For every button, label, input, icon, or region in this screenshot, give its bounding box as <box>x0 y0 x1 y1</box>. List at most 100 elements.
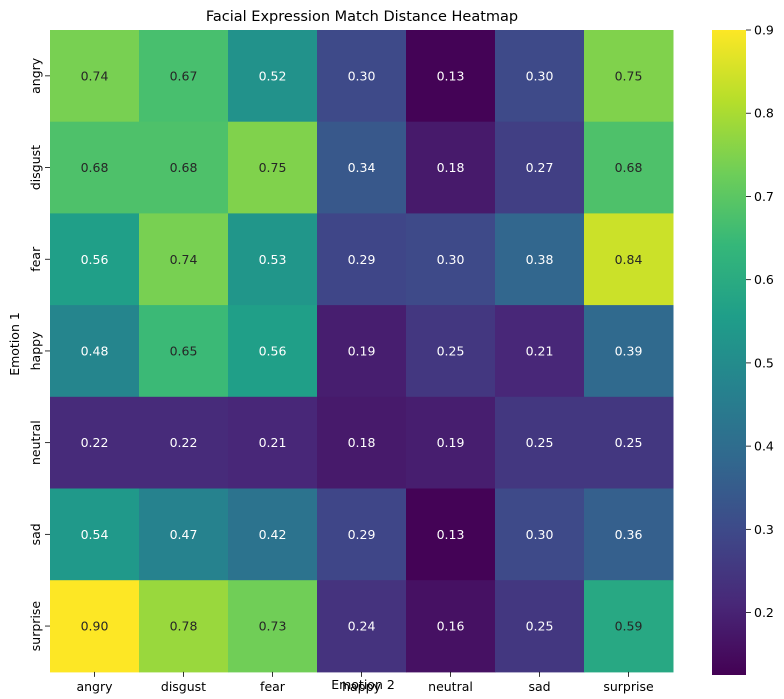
cell-value-label: 0.13 <box>437 68 465 83</box>
heatmap-cell <box>495 305 585 398</box>
heatmap-cell <box>584 396 674 489</box>
cell-value-label: 0.25 <box>437 343 465 358</box>
colorbar-tick-label: 0.9 <box>754 23 774 38</box>
chart-title: Facial Expression Match Distance Heatmap <box>206 9 518 25</box>
heatmap-cell <box>584 488 674 581</box>
cell-value-label: 0.39 <box>615 343 643 358</box>
cell-value-label: 0.30 <box>437 252 465 267</box>
colorbar-tick-label: 0.3 <box>754 522 774 537</box>
cell-value-label: 0.75 <box>615 68 643 83</box>
y-tick-label: happy <box>28 331 43 370</box>
heatmap-cell <box>406 213 496 306</box>
cell-value-label: 0.25 <box>526 435 554 450</box>
cell-value-label: 0.29 <box>348 252 376 267</box>
heatmap-cell <box>406 488 496 581</box>
heatmap-cell <box>495 121 585 214</box>
cell-value-label: 0.59 <box>615 619 643 634</box>
cell-value-label: 0.22 <box>81 435 109 450</box>
y-tick-label: surprise <box>28 601 43 652</box>
heatmap-cell <box>584 30 674 123</box>
cell-value-label: 0.56 <box>81 252 109 267</box>
heatmap-cell <box>317 305 407 398</box>
cell-value-label: 0.74 <box>170 252 198 267</box>
x-tick-label: happy <box>342 679 381 694</box>
cell-value-label: 0.47 <box>170 527 198 542</box>
colorbar-tick-label: 0.5 <box>754 355 774 370</box>
heatmap-cell <box>228 30 318 123</box>
cell-value-label: 0.65 <box>170 343 198 358</box>
y-tick-label: neutral <box>28 420 43 465</box>
y-tick-label: fear <box>28 246 43 272</box>
cell-value-label: 0.13 <box>437 527 465 542</box>
cell-value-label: 0.25 <box>526 619 554 634</box>
x-tick-label: sad <box>528 679 550 694</box>
y-axis-label: Emotion 1 <box>7 312 22 376</box>
heatmap-cell <box>406 396 496 489</box>
cell-value-label: 0.19 <box>348 343 376 358</box>
cell-value-label: 0.18 <box>348 435 376 450</box>
cell-value-label: 0.74 <box>81 68 109 83</box>
heatmap-cell <box>228 488 318 581</box>
heatmap-cell <box>406 30 496 123</box>
cell-value-label: 0.90 <box>81 619 109 634</box>
y-tick-label: angry <box>28 57 43 94</box>
heatmap-cell <box>139 488 229 581</box>
cell-value-label: 0.16 <box>437 619 465 634</box>
cell-value-label: 0.52 <box>259 68 287 83</box>
heatmap-cells: 0.74 0.67 0.52 0.30 0.13 0.30 0.75 0.68 0.68 0.75… <box>50 30 674 673</box>
heatmap-cell <box>50 213 140 306</box>
cell-value-label: 0.75 <box>259 160 287 175</box>
heatmap-cell <box>228 580 318 673</box>
cell-value-label: 0.56 <box>259 343 287 358</box>
heatmap-cell <box>228 396 318 489</box>
colorbar-axis: 0.2 0.3 0.4 0.5 0.6 0.7 0.8 0.9 <box>746 23 774 620</box>
heatmap-cell <box>584 580 674 673</box>
x-tick-label: fear <box>260 679 286 694</box>
cell-value-label: 0.78 <box>170 619 198 634</box>
heatmap-cell <box>50 580 140 673</box>
cell-value-label: 0.54 <box>81 527 109 542</box>
colorbar-tick-label: 0.8 <box>754 106 774 121</box>
heatmap-cell <box>317 30 407 123</box>
cell-value-label: 0.30 <box>526 527 554 542</box>
cell-value-label: 0.21 <box>526 343 554 358</box>
cell-value-label: 0.30 <box>348 68 376 83</box>
cell-value-label: 0.24 <box>348 619 376 634</box>
heatmap-cell <box>406 580 496 673</box>
cell-value-label: 0.42 <box>259 527 287 542</box>
x-tick-label: surprise <box>603 679 654 694</box>
x-tick-label: disgust <box>161 679 206 694</box>
heatmap-cell <box>317 488 407 581</box>
cell-value-label: 0.38 <box>526 252 554 267</box>
cell-value-label: 0.53 <box>259 252 287 267</box>
cell-value-label: 0.67 <box>170 68 198 83</box>
x-axis-label: Emotion 2 <box>331 677 395 692</box>
cell-value-label: 0.19 <box>437 435 465 450</box>
heatmap-cell <box>228 305 318 398</box>
cell-value-label: 0.29 <box>348 527 376 542</box>
heatmap-cell <box>584 305 674 398</box>
heatmap-cell <box>139 580 229 673</box>
colorbar-tick-label: 0.2 <box>754 605 774 620</box>
heatmap-cell <box>139 121 229 214</box>
x-axis: angry disgust fear happy neutral sad surprise <box>76 671 654 694</box>
y-tick-label: disgust <box>28 145 43 190</box>
heatmap-cell <box>50 488 140 581</box>
heatmap-cell <box>317 121 407 214</box>
heatmap-cell <box>584 121 674 214</box>
x-tick-label: neutral <box>428 679 473 694</box>
cell-value-label: 0.22 <box>170 435 198 450</box>
heatmap-cell <box>406 121 496 214</box>
heatmap-cell <box>50 30 140 123</box>
cell-value-label: 0.27 <box>526 160 554 175</box>
cell-value-label: 0.36 <box>615 527 643 542</box>
cell-value-label: 0.68 <box>81 160 109 175</box>
heatmap-cell <box>50 396 140 489</box>
cell-value-label: 0.25 <box>615 435 643 450</box>
cell-value-label: 0.68 <box>170 160 198 175</box>
colorbar-tick-label: 0.4 <box>754 439 774 454</box>
heatmap-cell <box>228 121 318 214</box>
heatmap-cell <box>406 305 496 398</box>
cell-value-label: 0.48 <box>81 343 109 358</box>
